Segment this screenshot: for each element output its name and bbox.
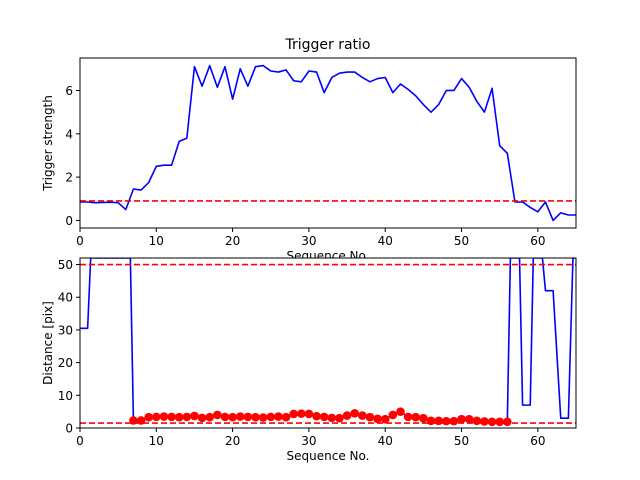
data-point	[197, 413, 207, 423]
data-point	[464, 414, 474, 424]
data-point	[213, 410, 222, 420]
y-tick-label: 6	[65, 84, 73, 98]
data-point	[350, 408, 360, 418]
y-tick-label: 40	[58, 291, 73, 305]
chart-title: Trigger ratio	[284, 37, 370, 53]
data-point	[304, 409, 314, 419]
data-point	[167, 412, 176, 422]
data-point	[342, 411, 352, 420]
data-point	[358, 411, 367, 420]
plot-area	[80, 64, 576, 222]
y-axis-label: Distance [pix]	[41, 301, 55, 385]
x-tick-label: 50	[454, 234, 469, 248]
axes-background	[79, 258, 577, 264]
x-tick-label: 30	[301, 434, 316, 448]
x-tick-label: 30	[301, 234, 316, 248]
data-point	[419, 413, 428, 423]
data-point	[457, 414, 466, 424]
x-tick-label: 20	[225, 434, 240, 448]
data-point	[190, 411, 199, 421]
data-point	[281, 412, 291, 422]
data-point	[266, 412, 276, 422]
plot-area	[80, 258, 576, 427]
data-point	[205, 412, 215, 422]
data-point	[159, 412, 169, 421]
data-point	[220, 412, 230, 422]
data-point	[335, 413, 344, 423]
data-point	[495, 417, 504, 427]
data-point	[388, 410, 398, 420]
data-point	[327, 413, 337, 423]
x-tick-label: 40	[378, 434, 393, 448]
y-tick-label: 30	[58, 323, 73, 337]
series-line	[80, 64, 576, 222]
data-point	[503, 417, 512, 427]
data-point	[296, 409, 306, 418]
data-point	[480, 417, 489, 426]
x-tick-label: 10	[149, 434, 164, 448]
axes-frame	[79, 257, 577, 429]
data-point	[258, 413, 268, 422]
data-point	[411, 412, 421, 422]
x-tick-label: 60	[530, 434, 545, 448]
data-point	[174, 412, 184, 422]
data-point	[312, 411, 321, 421]
data-point	[235, 412, 245, 421]
x-tick-label: 60	[530, 234, 545, 248]
y-tick-label: 20	[58, 356, 73, 370]
data-point	[274, 412, 283, 421]
data-point	[319, 412, 329, 422]
x-tick-label: 0	[76, 434, 84, 448]
y-tick-label: 2	[65, 171, 73, 185]
y-tick-label: 50	[58, 258, 73, 272]
y-tick-label: 4	[65, 127, 73, 141]
data-point	[373, 414, 382, 424]
data-point	[449, 416, 459, 426]
axes-frame	[79, 57, 577, 229]
y-tick-label: 0	[65, 422, 73, 436]
data-point	[441, 416, 451, 426]
data-point	[144, 412, 153, 422]
data-point	[251, 412, 260, 422]
data-point	[487, 417, 497, 427]
data-point	[380, 414, 390, 424]
y-tick-label: 10	[58, 389, 73, 403]
data-point	[152, 412, 161, 422]
data-point	[228, 412, 237, 422]
x-tick-label: 20	[225, 234, 240, 248]
data-point	[396, 407, 405, 416]
y-tick-label: 0	[65, 214, 73, 228]
data-point	[403, 412, 413, 422]
data-point	[289, 409, 298, 419]
data-point	[243, 412, 253, 422]
y-axis-label: Trigger strength	[41, 95, 55, 192]
data-point	[182, 412, 192, 422]
x-tick-label: 10	[149, 234, 164, 248]
x-axis-label: Sequence No.	[287, 449, 370, 463]
x-tick-label: 50	[454, 434, 469, 448]
x-tick-label: 40	[378, 234, 393, 248]
data-point	[365, 412, 375, 422]
x-tick-label: 0	[76, 234, 84, 248]
distance-chart: 0 10 20 30 40 50 60 0 10 20 30 40 50 Sequence No. Dist…	[41, 257, 577, 463]
